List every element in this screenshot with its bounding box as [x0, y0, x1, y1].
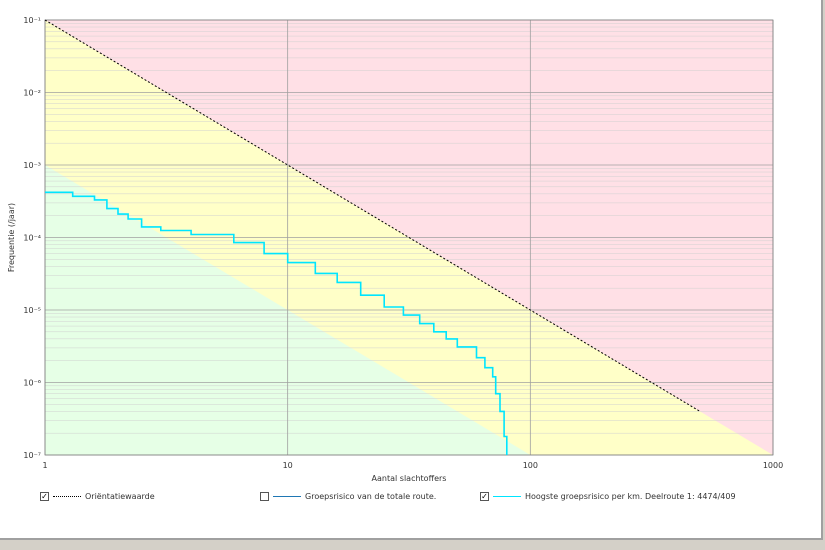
legend-checkbox[interactable]: ✓ [40, 491, 49, 501]
chart-frame: 10⁻¹ 10⁻² 10⁻³ 10⁻⁴ 10⁻⁵ 10⁻⁶ 10⁻⁷ 1 10 100 1000 Aa… [0, 0, 823, 540]
y-tick-label: 10⁻⁵ [23, 306, 41, 315]
x-tick-label: 100 [523, 461, 538, 470]
legend-swatch [273, 495, 301, 497]
y-axis-label: Frequentie (/jaar) [7, 203, 16, 272]
legend-item[interactable]: ✓ Oriëntatiewaarde [40, 489, 155, 503]
legend-label: Hoogste groepsrisico per km. Deelroute 1… [525, 491, 736, 501]
legend-item[interactable]: Groepsrisico van de totale route. [260, 489, 436, 503]
x-tick-label: 1 [42, 461, 47, 470]
y-tick-label: 10⁻³ [23, 161, 41, 170]
legend-label: Oriëntatiewaarde [85, 491, 155, 501]
series-line-orientatiewaarde [44, 19, 701, 412]
y-tick-label: 10⁻⁶ [23, 379, 41, 388]
legend-swatch [493, 495, 521, 497]
x-axis-label: Aantal slachtoffers [372, 474, 447, 483]
plot-border [44, 19, 774, 456]
legend-checkbox[interactable] [260, 491, 269, 501]
x-tick-label: 1000 [763, 461, 783, 470]
legend-label: Groepsrisico van de totale route. [305, 491, 437, 501]
legend-item[interactable]: ✓ Hoogste groepsrisico per km. Deelroute … [480, 489, 736, 503]
chart-svg: 10⁻¹ 10⁻² 10⁻³ 10⁻⁴ 10⁻⁵ 10⁻⁶ 10⁻⁷1 10 100 1000 Aa… [7, 16, 783, 483]
legend: ✓ Oriëntatiewaarde Groepsrisico van de tot… [40, 489, 780, 503]
y-tick-label: 10⁻² [23, 89, 41, 98]
legend-checkbox[interactable]: ✓ [480, 491, 489, 501]
y-tick-label: 10⁻⁷ [23, 451, 41, 460]
y-tick-label: 10⁻⁴ [23, 234, 41, 243]
y-tick-label: 10⁻¹ [23, 16, 41, 25]
legend-swatch [53, 495, 81, 497]
series-line-groepsrisico [45, 191, 508, 455]
x-tick-label: 10 [283, 461, 293, 470]
